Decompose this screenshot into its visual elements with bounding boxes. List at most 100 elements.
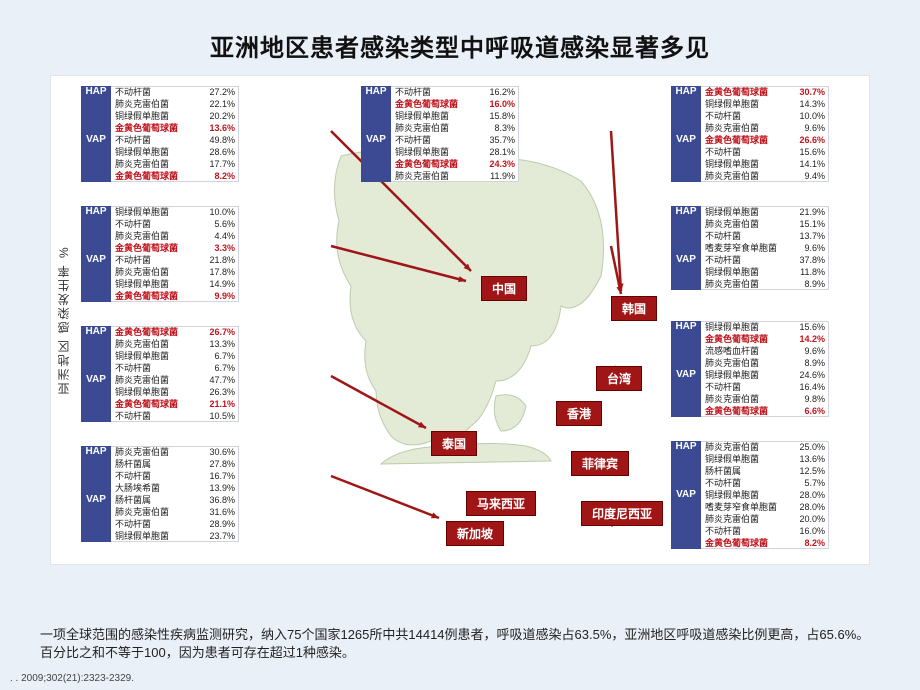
pathogen-pct: 27.2% [201, 86, 239, 98]
country-tag-id: 印度尼西亚 [581, 501, 663, 526]
pathogen-name: 铜绿假单胞菌 [111, 146, 201, 158]
pathogen-pct: 22.1% [201, 98, 239, 110]
pathogen-pct: 28.1% [481, 146, 519, 158]
pathogen-name: 金黄色葡萄球菌 [111, 170, 201, 182]
table-row: HAP铜绿假单胞菌10.0% [81, 206, 239, 218]
pathogen-name: 铜绿假单胞菌 [391, 110, 481, 122]
pathogen-name: 铜绿假单胞菌 [701, 369, 791, 381]
pathogen-pct: 16.4% [791, 381, 829, 393]
pathogen-pct: 14.9% [201, 278, 239, 290]
pathogen-name: 铜绿假单胞菌 [701, 453, 791, 465]
row-label: HAP [671, 321, 701, 369]
pathogen-name: 金黄色葡萄球菌 [111, 398, 201, 410]
pathogen-name: 不动杆菌 [391, 86, 481, 98]
pathogen-name: 肺炎克雷伯菌 [391, 170, 481, 182]
pathogen-name: 不动杆菌 [111, 470, 201, 482]
row-label: VAP [671, 254, 701, 290]
pathogen-name: 肺炎克雷伯菌 [111, 158, 201, 170]
table-row: VAP铜绿假单胞菌28.0% [671, 489, 829, 501]
pathogen-pct: 28.6% [201, 146, 239, 158]
pathogen-name: 不动杆菌 [111, 518, 201, 530]
table-row: HAP铜绿假单胞菌15.6% [671, 321, 829, 333]
row-label: VAP [81, 494, 111, 542]
pathogen-pct: 49.8% [201, 134, 239, 146]
table-row: VAP不动杆菌49.8% [81, 134, 239, 146]
pathogen-pct: 28.0% [791, 489, 829, 501]
pathogen-name: 铜绿假单胞菌 [111, 386, 201, 398]
pathogen-name: 不动杆菌 [111, 86, 201, 98]
pathogen-pct: 11.8% [791, 266, 829, 278]
pathogen-pct: 6.7% [201, 350, 239, 362]
data-table: HAP铜绿假单胞菌21.9%肺炎克雷伯菌15.1%不动杆菌13.7%嗜麦芽窄食单… [671, 206, 829, 290]
row-label: HAP [81, 446, 111, 494]
pathogen-pct: 28.0% [791, 501, 829, 513]
pathogen-pct: 9.4% [791, 170, 829, 182]
table-row: HAP肺炎克雷伯菌30.6% [81, 446, 239, 458]
table-row: VAP肺炎克雷伯菌47.7% [81, 374, 239, 386]
pathogen-pct: 16.2% [481, 86, 519, 98]
pathogen-pct: 17.7% [201, 158, 239, 170]
table-row: VAP不动杆菌37.8% [671, 254, 829, 266]
pathogen-pct: 30.7% [791, 86, 829, 98]
chart-area: 亚洲地区 感染发生率 % 中国韩国台湾香港泰国菲律宾马来西亚印度尼西亚新加坡 H… [50, 75, 870, 565]
data-table: HAP铜绿假单胞菌15.6%金黄色葡萄球菌14.2%流感嗜血杆菌9.6%肺炎克雷… [671, 321, 829, 417]
pathogen-pct: 13.6% [791, 453, 829, 465]
pathogen-pct: 8.2% [791, 537, 829, 549]
pathogen-pct: 47.7% [201, 374, 239, 386]
table-row: VAP不动杆菌35.7% [361, 134, 519, 146]
pathogen-name: 金黄色葡萄球菌 [701, 537, 791, 549]
table-row: HAP金黄色葡萄球菌30.7% [671, 86, 829, 98]
pathogen-pct: 5.6% [201, 218, 239, 230]
pathogen-pct: 10.0% [201, 206, 239, 218]
pathogen-pct: 21.1% [201, 398, 239, 410]
pathogen-name: 肺炎克雷伯菌 [701, 170, 791, 182]
pathogen-pct: 16.0% [791, 525, 829, 537]
footer-line-2: 百分比之和不等于100，因为患者可存在超过1种感染。 [40, 644, 880, 662]
pathogen-pct: 30.6% [201, 446, 239, 458]
data-table: HAP不动杆菌27.2%肺炎克雷伯菌22.1%铜绿假单胞菌20.2%金黄色葡萄球… [81, 86, 239, 182]
pathogen-name: 不动杆菌 [701, 230, 791, 242]
pathogen-name: 肺炎克雷伯菌 [701, 393, 791, 405]
row-label: HAP [361, 86, 391, 134]
row-label: HAP [81, 206, 111, 254]
pathogen-name: 肠杆菌属 [701, 465, 791, 477]
row-label: VAP [671, 134, 701, 182]
pathogen-name: 铜绿假单胞菌 [111, 110, 201, 122]
pathogen-pct: 8.9% [791, 278, 829, 290]
data-table: HAP不动杆菌16.2%金黄色葡萄球菌16.0%铜绿假单胞菌15.8%肺炎克雷伯… [361, 86, 519, 182]
pathogen-pct: 21.8% [201, 254, 239, 266]
country-tag-th: 泰国 [431, 431, 477, 456]
pathogen-pct: 36.8% [201, 494, 239, 506]
pathogen-name: 肺炎克雷伯菌 [111, 446, 201, 458]
pathogen-name: 铜绿假单胞菌 [111, 278, 201, 290]
pathogen-name: 不动杆菌 [701, 525, 791, 537]
pathogen-pct: 14.3% [791, 98, 829, 110]
pathogen-name: 肺炎克雷伯菌 [111, 374, 201, 386]
pathogen-name: 铜绿假单胞菌 [111, 206, 201, 218]
pathogen-name: 铜绿假单胞菌 [701, 266, 791, 278]
pathogen-pct: 24.6% [791, 369, 829, 381]
pathogen-name: 肠杆菌属 [111, 494, 201, 506]
pathogen-name: 嗜麦芽窄食单胞菌 [701, 501, 791, 513]
pathogen-pct: 5.7% [791, 477, 829, 489]
row-label: HAP [81, 326, 111, 374]
country-tag-kr: 韩国 [611, 296, 657, 321]
pathogen-name: 金黄色葡萄球菌 [111, 290, 201, 302]
pathogen-name: 金黄色葡萄球菌 [111, 122, 201, 134]
pathogen-pct: 10.0% [791, 110, 829, 122]
pathogen-pct: 15.6% [791, 321, 829, 333]
pathogen-name: 不动杆菌 [111, 254, 201, 266]
data-table: HAP肺炎克雷伯菌25.0%铜绿假单胞菌13.6%肠杆菌属12.5%不动杆菌5.… [671, 441, 829, 549]
pathogen-pct: 26.6% [791, 134, 829, 146]
row-label: HAP [81, 86, 111, 134]
pathogen-pct: 28.9% [201, 518, 239, 530]
pathogen-pct: 23.7% [201, 530, 239, 542]
pathogen-name: 金黄色葡萄球菌 [701, 333, 791, 345]
pathogen-name: 不动杆菌 [111, 362, 201, 374]
pathogen-pct: 8.3% [481, 122, 519, 134]
table-row: HAP不动杆菌16.2% [361, 86, 519, 98]
pathogen-name: 肺炎克雷伯菌 [701, 122, 791, 134]
pathogen-name: 铜绿假单胞菌 [701, 206, 791, 218]
pathogen-pct: 14.1% [791, 158, 829, 170]
pathogen-name: 不动杆菌 [111, 218, 201, 230]
